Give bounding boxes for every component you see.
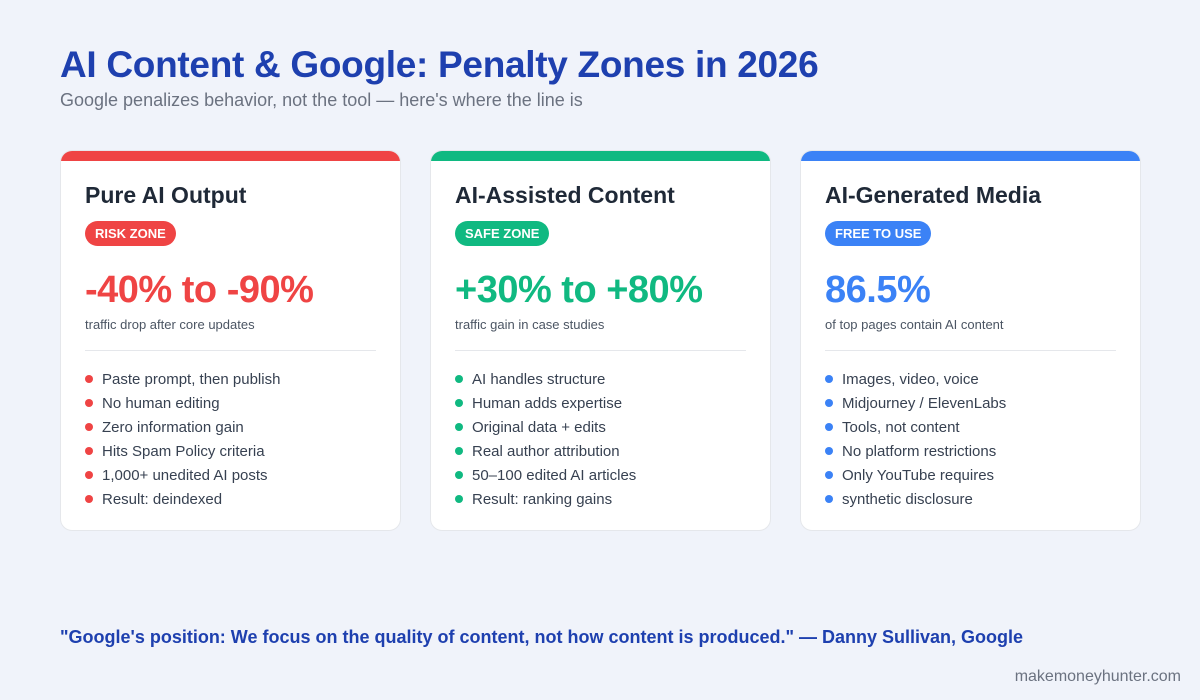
bullet-dot-icon xyxy=(825,423,833,431)
bullet-dot-icon xyxy=(825,399,833,407)
quote-text: "Google's position: We focus on the qual… xyxy=(60,627,1024,647)
page-title: AI Content & Google: Penalty Zones in 20… xyxy=(60,44,819,85)
list-item: 50–100 edited AI articles xyxy=(455,463,636,487)
list-item-text: Tools, not content xyxy=(842,418,960,436)
page-subtitle: Google penalizes behavior, not the tool … xyxy=(60,90,583,110)
card-title: AI-Generated Media xyxy=(825,182,1041,208)
list-item-text: Result: deindexed xyxy=(102,490,223,508)
card-divider xyxy=(455,350,746,351)
list-item-text: Real author attribution xyxy=(472,442,620,460)
card-ai-assisted-content: AI-Assisted Content SAFE ZONE +30% to +8… xyxy=(430,150,771,531)
bullet-dot-icon xyxy=(85,423,93,431)
list-item-text: Images, video, voice xyxy=(842,370,979,388)
list-item: Result: deindexed xyxy=(85,487,280,511)
list-item-text: No platform restrictions xyxy=(842,442,997,460)
list-item: AI handles structure xyxy=(455,367,636,391)
list-item: Only YouTube requires xyxy=(825,463,1006,487)
bullet-dot-icon xyxy=(455,375,463,383)
card-divider xyxy=(825,350,1116,351)
card-bullet-list: Images, video, voice Midjourney / Eleven… xyxy=(825,367,1006,511)
card-title: Pure AI Output xyxy=(85,182,247,208)
card-top-bar xyxy=(801,151,1140,161)
zone-badge: SAFE ZONE xyxy=(455,221,550,246)
card-ai-generated-media: AI-Generated Media FREE TO USE 86.5% of … xyxy=(800,150,1141,531)
list-item: No platform restrictions xyxy=(825,439,1006,463)
card-stat: +30% to +80% xyxy=(455,269,703,311)
list-item: synthetic disclosure xyxy=(825,487,1006,511)
bullet-dot-icon xyxy=(85,471,93,479)
bullet-dot-icon xyxy=(825,447,833,455)
card-divider xyxy=(85,350,376,351)
card-bullet-list: Paste prompt, then publish No human edit… xyxy=(85,367,280,511)
zone-badge: RISK ZONE xyxy=(85,221,176,246)
zone-cards: Pure AI Output RISK ZONE -40% to -90% tr… xyxy=(60,150,1141,531)
list-item-text: No human editing xyxy=(102,394,220,412)
card-stat: -40% to -90% xyxy=(85,269,314,311)
bullet-dot-icon xyxy=(825,495,833,503)
list-item: Original data + edits xyxy=(455,415,636,439)
card-stat-description: traffic drop after core updates xyxy=(85,317,255,332)
zone-badge: FREE TO USE xyxy=(825,221,932,246)
list-item-text: Result: ranking gains xyxy=(472,490,613,508)
list-item: 1,000+ unedited AI posts xyxy=(85,463,280,487)
list-item-text: Zero information gain xyxy=(102,418,244,436)
list-item: Images, video, voice xyxy=(825,367,1006,391)
card-top-bar xyxy=(61,151,400,161)
list-item-text: synthetic disclosure xyxy=(842,490,973,508)
bullet-dot-icon xyxy=(455,447,463,455)
card-top-bar xyxy=(431,151,770,161)
bullet-dot-icon xyxy=(85,447,93,455)
list-item: Real author attribution xyxy=(455,439,636,463)
list-item-text: Human adds expertise xyxy=(472,394,623,412)
site-url: makemoneyhunter.com xyxy=(1014,668,1181,685)
list-item: Paste prompt, then publish xyxy=(85,367,280,391)
card-stat-description: of top pages contain AI content xyxy=(825,317,1004,332)
bullet-dot-icon xyxy=(455,423,463,431)
list-item: Tools, not content xyxy=(825,415,1006,439)
bullet-dot-icon xyxy=(85,399,93,407)
list-item: Hits Spam Policy criteria xyxy=(85,439,280,463)
list-item: Midjourney / ElevenLabs xyxy=(825,391,1006,415)
list-item-text: Original data + edits xyxy=(472,418,606,436)
bullet-dot-icon xyxy=(85,375,93,383)
list-item: Result: ranking gains xyxy=(455,487,636,511)
list-item: No human editing xyxy=(85,391,280,415)
card-pure-ai-output: Pure AI Output RISK ZONE -40% to -90% tr… xyxy=(60,150,401,531)
list-item-text: Only YouTube requires xyxy=(842,466,995,484)
bullet-dot-icon xyxy=(825,471,833,479)
list-item-text: 1,000+ unedited AI posts xyxy=(102,466,268,484)
list-item: Zero information gain xyxy=(85,415,280,439)
bullet-dot-icon xyxy=(455,495,463,503)
bullet-dot-icon xyxy=(455,471,463,479)
bullet-dot-icon xyxy=(455,399,463,407)
bullet-dot-icon xyxy=(825,375,833,383)
list-item-text: AI handles structure xyxy=(472,370,606,388)
list-item: Human adds expertise xyxy=(455,391,636,415)
list-item-text: Paste prompt, then publish xyxy=(102,370,281,388)
card-bullet-list: AI handles structure Human adds expertis… xyxy=(455,367,636,511)
card-stat: 86.5% xyxy=(825,269,931,311)
list-item-text: Midjourney / ElevenLabs xyxy=(842,394,1007,412)
list-item-text: Hits Spam Policy criteria xyxy=(102,442,265,460)
list-item-text: 50–100 edited AI articles xyxy=(472,466,637,484)
bullet-dot-icon xyxy=(85,495,93,503)
card-stat-description: traffic gain in case studies xyxy=(455,317,605,332)
card-title: AI-Assisted Content xyxy=(455,182,675,208)
